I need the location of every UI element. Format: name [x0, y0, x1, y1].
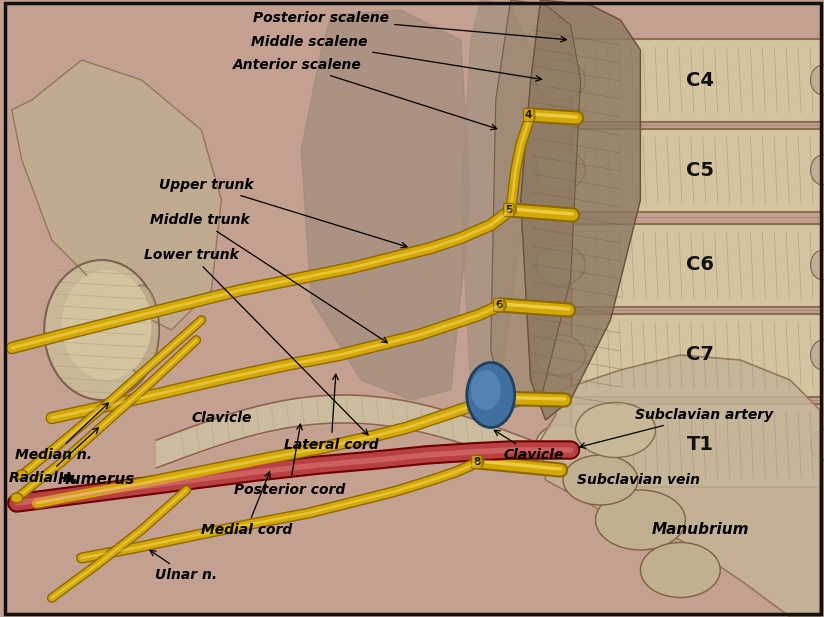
- Ellipse shape: [536, 425, 586, 465]
- Ellipse shape: [466, 363, 515, 428]
- Text: C7: C7: [686, 346, 714, 365]
- Text: Anterior scalene: Anterior scalene: [233, 58, 497, 130]
- Ellipse shape: [575, 402, 655, 457]
- Text: Median n.: Median n.: [15, 403, 109, 462]
- Ellipse shape: [811, 155, 824, 185]
- Ellipse shape: [640, 542, 720, 597]
- Text: 7: 7: [483, 393, 490, 403]
- Text: C6: C6: [686, 255, 714, 275]
- Text: Clavicle: Clavicle: [191, 411, 251, 425]
- Polygon shape: [301, 10, 471, 400]
- Text: Humerus: Humerus: [58, 473, 135, 487]
- Text: Radial n.: Radial n.: [9, 428, 99, 485]
- Ellipse shape: [536, 60, 586, 100]
- Ellipse shape: [811, 65, 824, 95]
- Text: C5: C5: [686, 160, 714, 180]
- Ellipse shape: [536, 335, 586, 375]
- Text: C4: C4: [686, 70, 714, 89]
- Text: Posterior scalene: Posterior scalene: [253, 11, 566, 42]
- Text: Middle scalene: Middle scalene: [250, 35, 541, 81]
- Text: Ulnar n.: Ulnar n.: [150, 550, 218, 582]
- Ellipse shape: [124, 285, 159, 375]
- Text: 4: 4: [525, 110, 532, 120]
- Ellipse shape: [536, 245, 586, 285]
- Text: Subclavian artery: Subclavian artery: [579, 408, 774, 449]
- Ellipse shape: [536, 150, 586, 190]
- Text: Upper trunk: Upper trunk: [159, 178, 407, 248]
- Ellipse shape: [563, 455, 638, 505]
- Text: Medial cord: Medial cord: [201, 472, 292, 537]
- Text: Posterior cord: Posterior cord: [233, 424, 344, 497]
- Text: Manubrium: Manubrium: [652, 523, 749, 537]
- Ellipse shape: [811, 340, 824, 370]
- Ellipse shape: [471, 370, 501, 410]
- Text: Lower trunk: Lower trunk: [144, 248, 368, 435]
- Text: T1: T1: [686, 436, 714, 455]
- Text: Middle trunk: Middle trunk: [149, 213, 387, 342]
- FancyBboxPatch shape: [572, 224, 822, 307]
- Ellipse shape: [596, 490, 686, 550]
- Text: Subclavian vein: Subclavian vein: [577, 473, 700, 487]
- Polygon shape: [541, 355, 820, 617]
- Ellipse shape: [811, 250, 824, 280]
- FancyBboxPatch shape: [572, 129, 822, 212]
- Text: 6: 6: [495, 300, 503, 310]
- FancyBboxPatch shape: [572, 404, 822, 487]
- Polygon shape: [521, 0, 640, 420]
- Ellipse shape: [62, 270, 152, 380]
- Ellipse shape: [811, 430, 824, 460]
- Polygon shape: [12, 60, 222, 330]
- Text: Lateral cord: Lateral cord: [283, 374, 378, 452]
- Text: 8: 8: [473, 457, 480, 467]
- Ellipse shape: [11, 493, 23, 503]
- FancyBboxPatch shape: [572, 39, 822, 122]
- Polygon shape: [461, 0, 531, 390]
- Text: 5: 5: [505, 205, 513, 215]
- Ellipse shape: [44, 260, 159, 400]
- Text: Clavicle: Clavicle: [494, 430, 564, 462]
- Ellipse shape: [16, 470, 28, 480]
- Polygon shape: [491, 0, 581, 410]
- FancyBboxPatch shape: [572, 314, 822, 397]
